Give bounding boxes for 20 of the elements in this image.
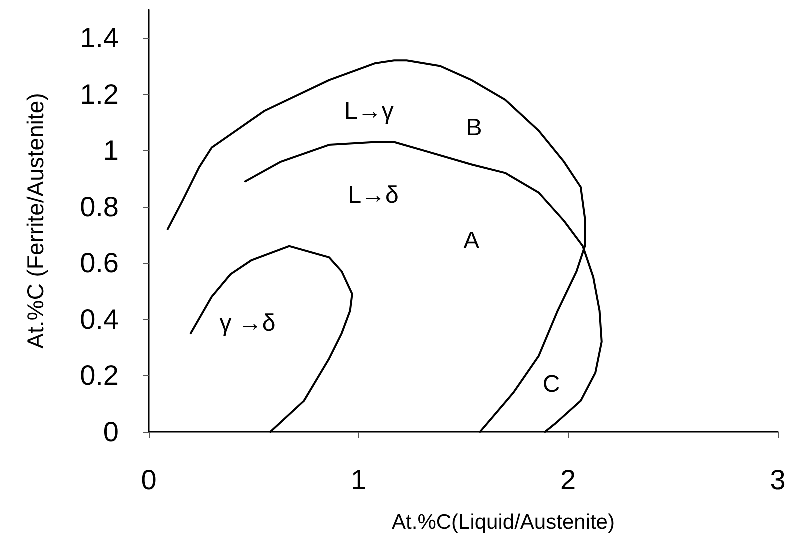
annotation: γ →δ	[220, 310, 276, 338]
annotation: L→γ	[344, 98, 394, 125]
annotation: C	[542, 370, 560, 398]
y-tick-label: 1.4	[80, 22, 119, 54]
y-tick-label: 0.6	[80, 248, 119, 279]
annotation: A	[464, 227, 480, 254]
annotation: B	[466, 114, 482, 142]
y-axis-title: At.%C (Ferrite/Austenite)	[22, 93, 48, 349]
y-tick-label: 0	[103, 416, 119, 448]
x-tick-label: 0	[141, 464, 157, 496]
x-tick-label: 1	[350, 464, 366, 496]
y-tick-label: 0.2	[80, 360, 119, 392]
annotation: L→δ	[348, 182, 399, 210]
x-tick-label: 3	[770, 464, 786, 496]
y-tick-label: 0.8	[80, 191, 119, 222]
y-tick-label: 1.2	[80, 78, 119, 110]
y-tick-label: 0.4	[80, 304, 119, 335]
y-tick-label: 1	[103, 135, 119, 166]
x-tick-label: 2	[560, 464, 576, 496]
x-axis-title: At.%C(Liquid/Austenite)	[392, 511, 615, 534]
